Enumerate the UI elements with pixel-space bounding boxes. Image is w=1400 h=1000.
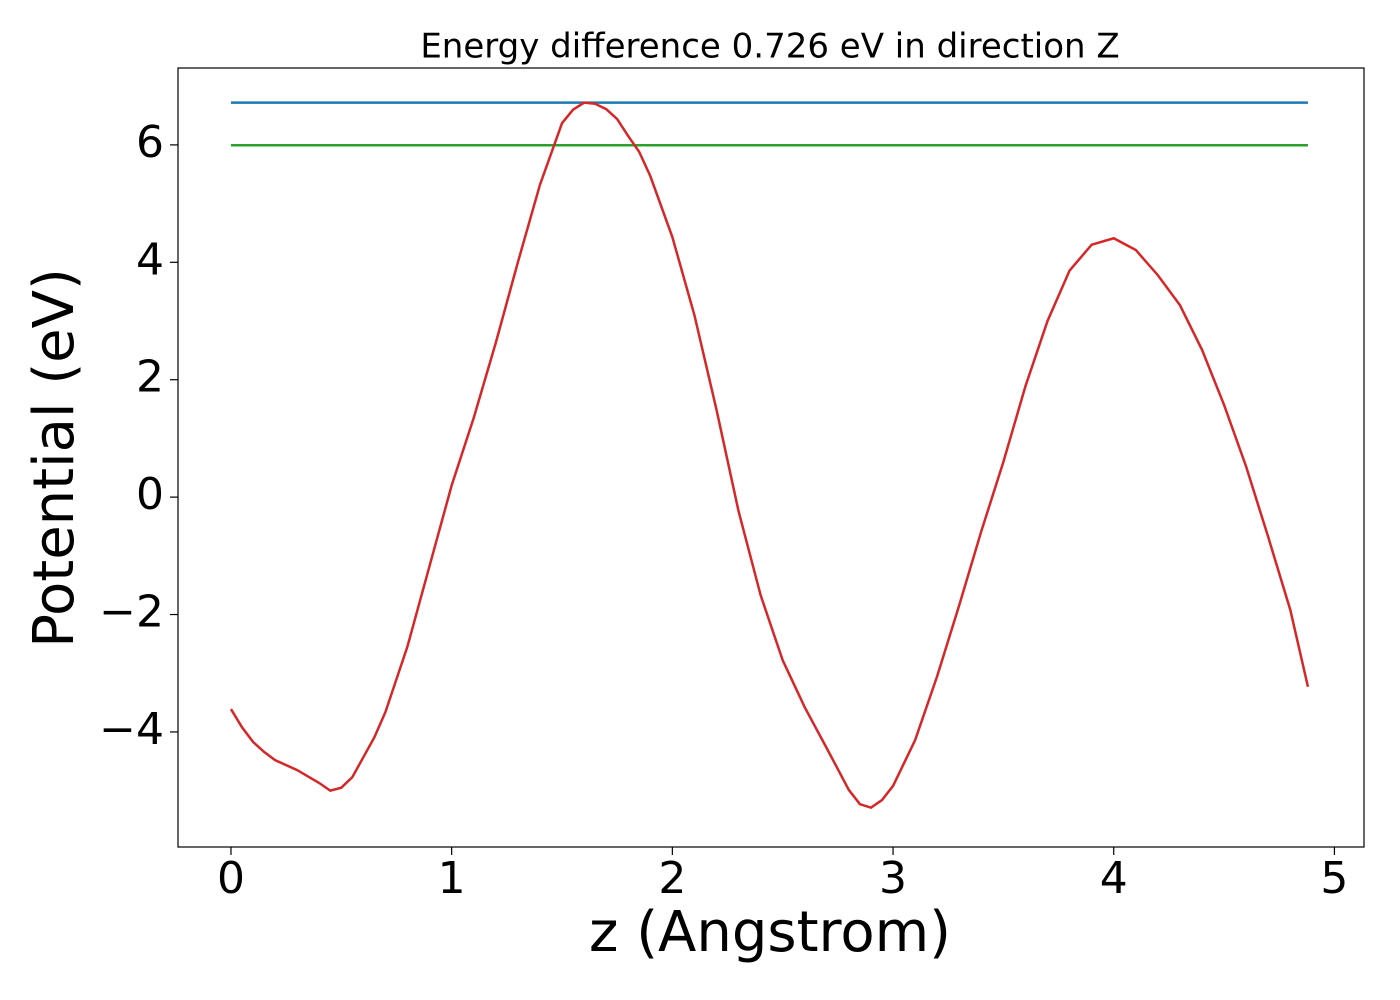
x-tick-label: 3 bbox=[879, 853, 907, 904]
y-tick-label: −4 bbox=[99, 704, 164, 755]
x-tick-label: 2 bbox=[658, 853, 686, 904]
chart-title: Energy difference 0.726 eV in direction … bbox=[420, 27, 1119, 67]
y-axis-label: Potential (eV) bbox=[22, 268, 87, 648]
y-tick-label: 6 bbox=[136, 117, 164, 168]
x-axis-label: z (Angstrom) bbox=[589, 900, 951, 965]
y-tick-label: −2 bbox=[99, 587, 164, 638]
x-tick-label: 1 bbox=[438, 853, 466, 904]
x-tick-label: 5 bbox=[1320, 853, 1348, 904]
y-tick-label: 0 bbox=[136, 469, 164, 520]
plot-frame bbox=[177, 67, 1365, 848]
y-tick-label: 4 bbox=[136, 234, 164, 285]
y-tick-label: 2 bbox=[136, 352, 164, 403]
x-tick-label: 4 bbox=[1100, 853, 1128, 904]
series-line bbox=[229, 101, 1310, 810]
x-tick-label: 0 bbox=[217, 853, 245, 904]
